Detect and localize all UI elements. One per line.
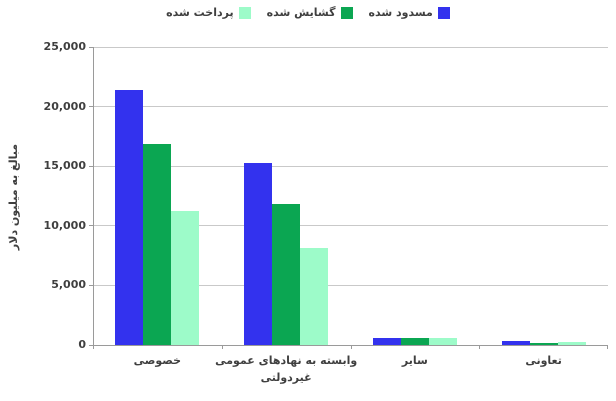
y-tick-label: 5,000 <box>51 278 86 292</box>
y-tick-label: 15,000 <box>43 159 86 173</box>
x-tick <box>607 345 608 349</box>
x-tick-label: وابسته به نهادهای عمومی غیردولتی <box>215 354 358 385</box>
x-tick-label: خصوصی <box>133 354 182 367</box>
x-tick-label: تعاونی <box>525 354 562 367</box>
x-tick-label: سایر <box>401 354 428 367</box>
legend-swatch-opened-icon <box>340 6 353 19</box>
legend-label-opened: گشایش شده <box>266 6 336 19</box>
x-tick <box>479 345 481 349</box>
y-tick <box>89 165 93 167</box>
bar-series1-cat3 <box>529 342 558 345</box>
gridline <box>93 165 608 167</box>
bar-series0-cat1 <box>244 162 273 345</box>
x-tick <box>221 345 223 349</box>
bar-series2-cat3 <box>557 342 586 345</box>
legend-label-paid: پرداخت شده <box>166 6 234 19</box>
y-tick <box>89 46 93 48</box>
legend-swatch-paid-icon <box>238 6 251 19</box>
bar-series0-cat0 <box>115 89 144 345</box>
y-tick <box>89 106 93 108</box>
legend-item-paid: پرداخت شده <box>166 6 251 19</box>
y-tick-label: 0 <box>78 338 86 351</box>
y-tick <box>89 284 93 286</box>
bar-series1-cat1 <box>272 204 301 345</box>
legend: مسدود شده گشایش شده پرداخت شده <box>0 6 616 19</box>
gridline <box>93 46 608 48</box>
bar-series1-cat2 <box>400 338 429 345</box>
bar-series0-cat3 <box>501 341 530 345</box>
y-tick-label: 25,000 <box>43 40 86 53</box>
legend-item-opened: گشایش شده <box>267 6 353 19</box>
gridline <box>93 106 608 108</box>
y-axis-title: مبالغ به میلیون دلار <box>7 143 20 251</box>
y-tick-label: 10,000 <box>43 218 86 232</box>
y-tick <box>89 344 93 346</box>
x-tick <box>93 345 94 349</box>
legend-item-blocked: مسدود شده <box>369 6 450 19</box>
legend-swatch-blocked-icon <box>437 6 450 19</box>
y-tick <box>89 225 93 227</box>
bar-series2-cat0 <box>171 211 200 345</box>
bar-series1-cat0 <box>143 143 172 345</box>
x-tick <box>350 345 352 349</box>
bar-series2-cat1 <box>300 248 329 345</box>
bar-series2-cat2 <box>428 337 457 345</box>
gridline <box>93 284 608 286</box>
gridline <box>93 225 608 227</box>
y-axis-line <box>93 47 94 345</box>
legend-label-blocked: مسدود شده <box>368 6 433 19</box>
bar-series0-cat2 <box>372 337 401 345</box>
y-tick-label: 20,000 <box>43 99 86 113</box>
